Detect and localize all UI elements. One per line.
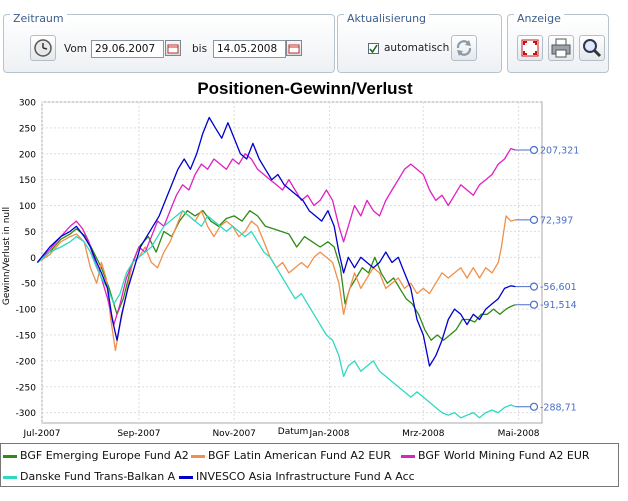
from-label: Vom [64, 43, 88, 55]
end-marker [529, 402, 539, 411]
end-value-label: -91,514 [540, 300, 577, 311]
y-tick-label: 200 [19, 150, 36, 160]
series-line [36, 116, 516, 367]
end-labels: -91,514 72,397 207,321 -288,71 -56,601 [515, 145, 579, 413]
y-tick-label: 100 [19, 202, 36, 212]
y-tick-label: -150 [16, 331, 37, 341]
fullscreen-icon [521, 39, 539, 57]
end-marker [529, 215, 539, 224]
zoom-button[interactable] [579, 35, 605, 61]
legend: BGF Emerging Europe Fund A2 BGF Latin Am… [0, 443, 619, 487]
zeitraum-panel: Zeitraum Vom 29.06.2007 bis 14.05.2008 [3, 12, 335, 73]
end-value-label: 72,397 [540, 215, 573, 226]
legend-label: INVESCO Asia Infrastructure Fund A Acc [196, 470, 415, 483]
legend-item: BGF Emerging Europe Fund A2 [3, 449, 189, 462]
y-tick-label: 0 [30, 254, 36, 264]
legend-swatch [3, 475, 17, 479]
calendar-icon [288, 44, 300, 54]
grid-lines [41, 101, 542, 423]
x-tick-label: Nov-2007 [212, 429, 255, 439]
series-line [36, 147, 516, 326]
zeitraum-title: Zeitraum [10, 12, 67, 25]
legend-label: BGF Emerging Europe Fund A2 [20, 449, 189, 462]
anzeige-panel: Anzeige [507, 12, 609, 73]
print-button[interactable] [548, 35, 574, 61]
plot-area [41, 101, 543, 424]
clock-button[interactable] [30, 35, 56, 61]
y-tick-label: -100 [16, 306, 37, 316]
from-calendar-button[interactable] [165, 40, 181, 56]
fullscreen-button[interactable] [517, 35, 543, 61]
y-axis: 300 250 200 150 100 50 0 -50 -100 -150 -200 -250 -30… [16, 99, 37, 420]
to-date-input[interactable]: 14.05.2008 [213, 40, 286, 58]
printer-icon [551, 38, 571, 58]
x-axis-label: Datum [278, 427, 308, 437]
legend-label: Danske Fund Trans-Balkan A [20, 470, 176, 483]
to-label: bis [192, 43, 208, 55]
y-tick-label: 300 [19, 99, 36, 109]
legend-item: BGF World Mining Fund A2 EUR [401, 449, 590, 462]
legend-swatch [401, 454, 415, 458]
legend-swatch [3, 454, 17, 458]
refresh-button[interactable] [451, 35, 477, 61]
aktualisierung-title: Aktualisierung [344, 12, 430, 25]
auto-refresh-label: automatisch [384, 42, 450, 54]
legend-item: BGF Latin American Fund A2 EUR [191, 449, 391, 462]
end-value-label: -56,601 [540, 282, 577, 293]
from-date-input[interactable]: 29.06.2007 [91, 40, 164, 58]
y-tick-label: -300 [16, 409, 37, 419]
line-chart: Positionen-Gewinn/Verlust 300 250 200 150 10… [2, 79, 579, 439]
x-axis: Jul-2007 Sep-2007 Nov-2007 Jan-2008 Mrz-2008… [22, 429, 539, 439]
legend-item: Danske Fund Trans-Balkan A [3, 470, 175, 483]
calendar-icon [167, 44, 179, 54]
legend-label: BGF World Mining Fund A2 EUR [418, 449, 590, 462]
y-tick-label: -250 [16, 383, 37, 393]
y-tick-label: -200 [16, 357, 37, 367]
end-marker [529, 282, 539, 291]
legend-label: BGF Latin American Fund A2 EUR [208, 449, 392, 462]
legend-swatch [179, 475, 193, 479]
to-calendar-button[interactable] [286, 40, 302, 56]
y-tick-label: -50 [21, 280, 36, 290]
y-axis-label: Gewinn/Verlust in null [2, 207, 12, 305]
checkmark-icon [369, 44, 378, 53]
series-line [36, 210, 516, 419]
chart-title: Positionen-Gewinn/Verlust [197, 79, 413, 98]
refresh-icon [456, 40, 472, 56]
x-tick-label: Sep-2007 [117, 429, 160, 439]
aktualisierung-panel: Aktualisierung automatisch [337, 12, 502, 73]
anzeige-title: Anzeige [514, 12, 564, 25]
x-tick-label: Jan-2008 [308, 429, 349, 439]
end-marker [529, 145, 539, 155]
series-lines [36, 116, 516, 419]
end-value-label: 207,321 [540, 145, 579, 156]
x-tick-label: Mai-2008 [498, 429, 540, 439]
end-value-label: -288,71 [540, 402, 577, 413]
y-tick-label: 150 [19, 176, 36, 186]
auto-refresh-checkbox[interactable] [368, 43, 379, 54]
y-tick-label: 50 [25, 228, 37, 238]
legend-item: INVESCO Asia Infrastructure Fund A Acc [179, 470, 415, 483]
x-tick-label: Mrz-2008 [402, 429, 445, 439]
clock-icon [34, 39, 52, 57]
magnifier-icon [583, 39, 602, 58]
end-marker [529, 300, 539, 309]
x-tick-label: Jul-2007 [22, 429, 60, 439]
legend-swatch [191, 454, 205, 458]
y-tick-label: 250 [19, 124, 36, 134]
